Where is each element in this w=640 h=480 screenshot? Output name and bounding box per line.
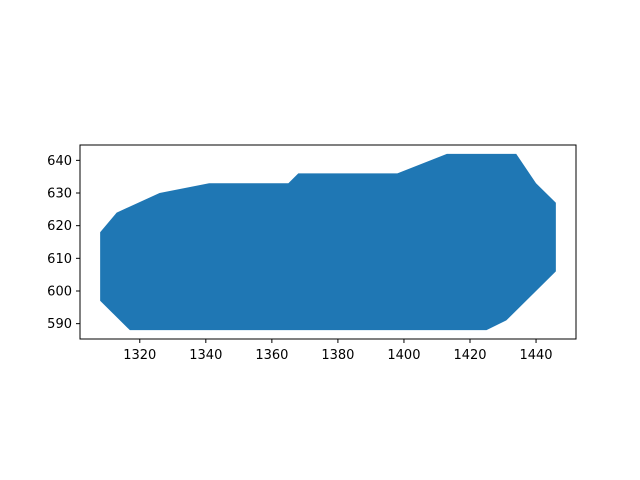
x-tick-label: 1320 [123, 348, 156, 363]
x-tick-label: 1340 [189, 348, 222, 363]
y-tick-label: 630 [47, 187, 72, 202]
y-tick-label: 590 [47, 317, 72, 332]
plot-area [100, 153, 556, 331]
x-tick-label: 1420 [453, 348, 486, 363]
x-tick-label: 1380 [321, 348, 354, 363]
y-tick-label: 620 [47, 219, 72, 234]
x-tick-label: 1360 [255, 348, 288, 363]
y-tick-label: 640 [47, 154, 72, 169]
axes-frame [79, 144, 577, 340]
y-tick-label: 600 [47, 284, 72, 299]
x-tick-label: 1440 [519, 348, 552, 363]
y-tick-label: 610 [47, 252, 72, 267]
filled-polygon-0 [100, 153, 556, 331]
axes: 1320 1340 1360 1380 1400 1420 1440 590 600 610 620… [47, 144, 577, 363]
x-tick-label: 1400 [387, 348, 420, 363]
